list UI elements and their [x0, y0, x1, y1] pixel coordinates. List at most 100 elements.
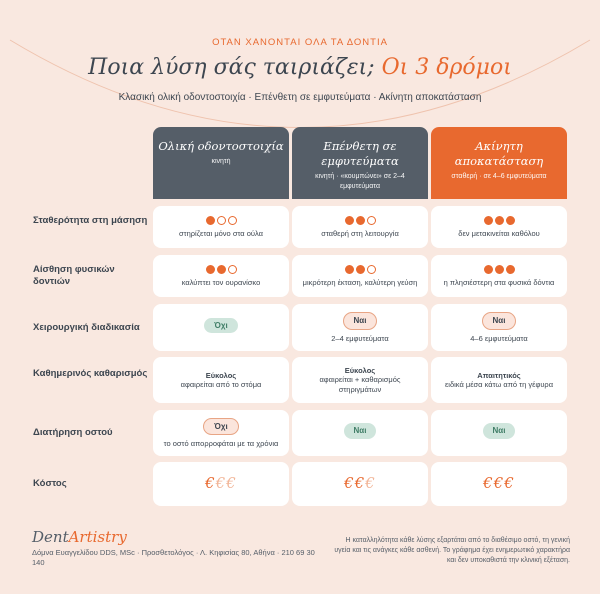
row-label: Σταθερότητα στη μάσηση	[33, 215, 148, 226]
cost-rating: €€€	[483, 476, 515, 491]
table-cell: στηρίζεται μόνο στα ούλα	[153, 206, 289, 248]
rating-dot	[505, 215, 515, 225]
column-subtitle: κινητή	[211, 158, 231, 165]
column-header-fixed-restoration: Ακίνητη αποκατάσταση σταθερή · σε 4–6 εμ…	[431, 127, 567, 199]
table-cell: Εύκολος αφαιρείται + καθαρισμός στηριγμάτ…	[292, 357, 428, 403]
cell-text: δεν μετακινείται καθόλου	[458, 228, 540, 238]
rating-dot	[227, 215, 237, 225]
table-cell: μικρότερη έκταση, καλύτερη γεύση	[292, 255, 428, 297]
row-label: Διατήρηση οστού	[33, 427, 113, 438]
rating-dot	[494, 264, 504, 274]
cell-text: ειδικά μέσα κάτω από τη γέφυρα	[444, 380, 554, 389]
yes-no-badge: Ναι	[343, 423, 377, 439]
yes-no-badge: Ναι	[481, 312, 517, 330]
rating-dot	[216, 264, 226, 274]
rating-dots	[205, 264, 237, 274]
table-cell: δεν μετακινείται καθόλου	[431, 206, 567, 248]
row-label: Αίσθηση φυσικών δοντιών	[33, 264, 115, 287]
table-cell: Ναι	[292, 410, 428, 456]
cell-text: καλύπτει τον ουρανίσκο	[181, 277, 261, 287]
row-label: Καθημερινός καθαρισμός	[33, 368, 148, 379]
rating-dots	[483, 264, 515, 274]
rating-dot	[366, 215, 376, 225]
column-subtitle: σταθερή · σε 4–6 εμφυτεύματα	[451, 173, 547, 180]
column-title: Επένθετη σε εμφυτεύματα	[321, 139, 399, 168]
euro-symbol: €	[226, 474, 237, 493]
disclaimer-note: Η καταλληλότητα κάθε λύσης εξαρτάται από…	[334, 537, 570, 564]
page-subtitle: Κλασική ολική οδοντοστοιχία · Επένθετη σ…	[118, 92, 482, 103]
cell-text: στηρίζεται μόνο στα ούλα	[179, 228, 263, 238]
table-cell: η πλησιέστερη στα φυσικά δόντια	[431, 255, 567, 297]
table-cell: €€€	[292, 462, 428, 506]
rating-dot	[344, 264, 354, 274]
cell-text: μικρότερη έκταση, καλύτερη γεύση	[302, 277, 418, 287]
cell-text: η πλησιέστερη στα φυσικά δόντια	[443, 277, 555, 287]
euro-symbol: €	[504, 474, 515, 493]
rating-dots	[344, 264, 376, 274]
yes-no-badge: Όχι	[204, 317, 238, 334]
rating-dot	[483, 264, 493, 274]
cell-text: 2–4 εμφυτεύματα	[331, 333, 389, 343]
rating-dots	[344, 215, 376, 225]
yes-no-badge: Ναι	[342, 312, 378, 330]
column-header-implant-overdenture: Επένθετη σε εμφυτεύματα κινητή · «κουμπώ…	[292, 127, 428, 199]
cell-text: το οστό απορροφάται με τα χρόνια	[163, 439, 279, 448]
yes-no-badge: Ναι	[482, 423, 516, 439]
rating-dot	[483, 215, 493, 225]
rating-dots	[483, 215, 515, 225]
cell-text: αφαιρείται + καθαρισμός στηριγμάτων	[319, 375, 401, 394]
euro-symbol: €	[365, 474, 376, 493]
yes-no-badge: Όχι	[203, 417, 239, 435]
rating-dot	[205, 215, 215, 225]
euro-symbol: €	[493, 474, 505, 493]
rating-dot	[227, 264, 237, 274]
rating-dot	[505, 264, 515, 274]
logo-part-a: Dent	[32, 528, 69, 546]
rating-dot	[355, 215, 365, 225]
euro-symbol: €	[205, 474, 216, 493]
rating-dot	[494, 215, 504, 225]
table-cell: σταθερή στη λειτουργία	[292, 206, 428, 248]
table-cell: Όχι	[153, 304, 289, 351]
row-label: Κόστος	[33, 478, 67, 489]
logo: DentArtistry	[32, 528, 127, 546]
title-accent: Οι 3 δρόμοι	[381, 55, 512, 80]
table-cell: €€€	[431, 462, 567, 506]
page-title: Ποια λύση σάς ταιριάζει; Οι 3 δρόμοι	[0, 55, 600, 80]
logo-part-b: Artistry	[68, 528, 127, 546]
cost-rating: €€€	[205, 476, 237, 491]
column-header-complete-denture: Ολική οδοντοστοιχία κινητή	[153, 127, 289, 199]
cell-heading: Απαιτητικός	[477, 370, 521, 380]
row-label: Χειρουργική διαδικασία	[33, 321, 140, 333]
euro-symbol: €	[483, 474, 494, 493]
cell-text: αφαιρείται από το στόμα	[180, 380, 262, 389]
rating-dots	[205, 215, 237, 225]
rating-dot	[344, 215, 354, 225]
table-cell: €€€	[153, 462, 289, 506]
column-title: Ακίνητη αποκατάσταση	[454, 139, 544, 168]
table-cell: Ναι 2–4 εμφυτεύματα	[292, 304, 428, 351]
table-cell: Ναι	[431, 410, 567, 456]
table-cell: καλύπτει τον ουρανίσκο	[153, 255, 289, 297]
table-cell: Ναι 4–6 εμφυτεύματα	[431, 304, 567, 351]
column-title: Ολική οδοντοστοιχία	[158, 139, 284, 153]
title-main: Ποια λύση σάς ταιριάζει;	[88, 55, 382, 80]
kicker: ΟΤΑΝ ΧΑΝΟΝΤΑΙ ΟΛΑ ΤΑ ΔΟΝΤΙΑ	[212, 37, 388, 48]
rating-dot	[205, 264, 215, 274]
table-cell: Όχι το οστό απορροφάται με τα χρόνια	[153, 410, 289, 456]
rating-dot	[366, 264, 376, 274]
euro-symbol: €	[354, 474, 366, 493]
table-cell: Εύκολος αφαιρείται από το στόμα	[153, 357, 289, 403]
clinic-address: Δόμνα Ευαγγελίδου DDS, MSc · Προσθετολόγ…	[32, 548, 315, 567]
euro-symbol: €	[344, 474, 355, 493]
cost-rating: €€€	[344, 476, 376, 491]
euro-symbol: €	[215, 474, 227, 493]
cell-heading: Εύκολος	[344, 365, 376, 375]
cell-heading: Εύκολος	[205, 370, 237, 380]
cell-text: 4–6 εμφυτεύματα	[470, 333, 528, 343]
table-cell: Απαιτητικός ειδικά μέσα κάτω από τη γέφυρ…	[431, 357, 567, 403]
rating-dot	[355, 264, 365, 274]
cell-text: σταθερή στη λειτουργία	[321, 228, 399, 238]
column-subtitle: κινητή · «κουμπώνει» σε 2–4 εμφυτεύματα	[315, 173, 405, 190]
rating-dot	[216, 215, 226, 225]
